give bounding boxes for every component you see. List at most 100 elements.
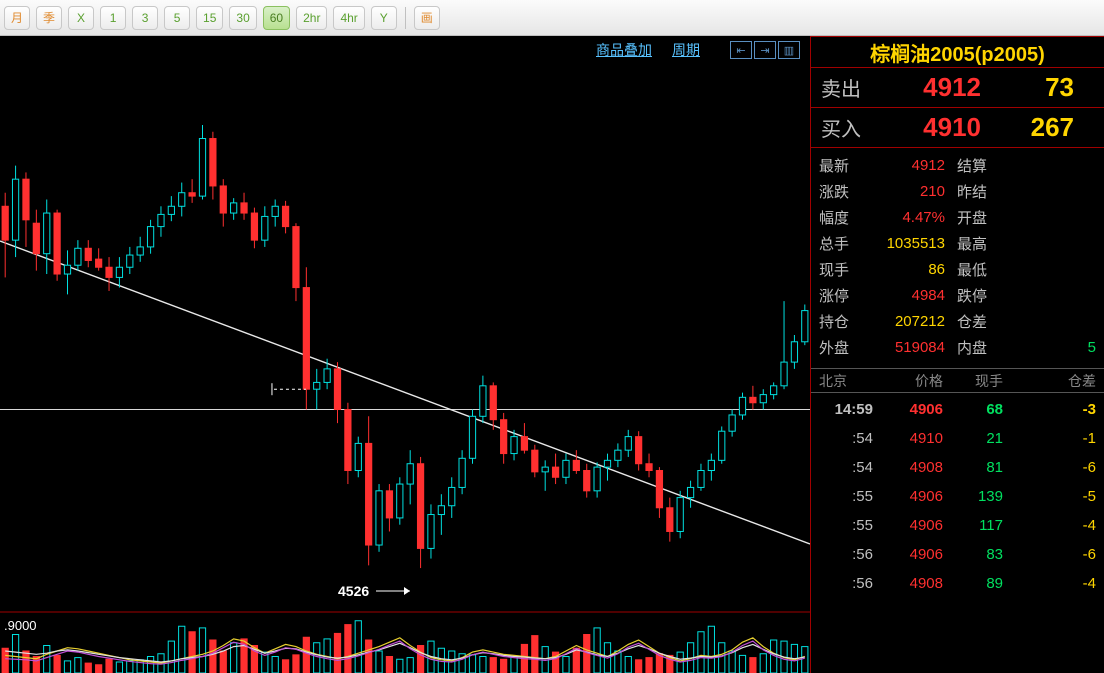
tick-vol: 83: [943, 546, 1003, 563]
sell-label: 卖出: [821, 73, 881, 102]
stat-value: 4912: [865, 157, 957, 174]
stat-label: 结算: [957, 155, 1003, 176]
hdr-diff: 仓差: [1003, 371, 1096, 391]
tick-time: :56: [819, 546, 873, 563]
tick-row: :56490889-4: [819, 569, 1096, 598]
stat-label: 幅度: [819, 207, 865, 228]
hdr-price: 价格: [873, 371, 943, 391]
tick-diff: -4: [1003, 517, 1096, 534]
timeframe-button[interactable]: Y: [371, 6, 397, 30]
tick-diff: -6: [1003, 459, 1096, 476]
stat-label: 内盘: [957, 337, 1003, 358]
tick-row: :554906117-4: [819, 511, 1096, 540]
tick-vol: 117: [943, 517, 1003, 534]
stat-row: 涨跌210昨结: [819, 178, 1096, 204]
stat-label: 持仓: [819, 311, 865, 332]
tick-time: 14:59: [819, 401, 873, 418]
tick-row: 14:59490668-3: [819, 395, 1096, 424]
buy-row: 买入 4910 267: [811, 108, 1104, 148]
timeframe-button[interactable]: 3: [132, 6, 158, 30]
timeframe-button[interactable]: 画: [414, 6, 440, 30]
tick-price: 4908: [873, 459, 943, 476]
stat-row: 涨停4984跌停: [819, 282, 1096, 308]
timeframe-button[interactable]: 60: [263, 6, 290, 30]
tick-price: 4906: [873, 517, 943, 534]
stat-value: 210: [865, 183, 957, 200]
tick-row: :554906139-5: [819, 482, 1096, 511]
stat-label: 涨跌: [819, 181, 865, 202]
timeframe-button[interactable]: 2hr: [296, 6, 327, 30]
hdr-time: 北京: [819, 371, 873, 391]
tick-time: :55: [819, 517, 873, 534]
hdr-vol: 现手: [943, 371, 1003, 391]
stat-value: 86: [865, 261, 957, 278]
stat-label: 涨停: [819, 285, 865, 306]
buy-price: 4910: [881, 112, 981, 143]
stat-label: 总手: [819, 233, 865, 254]
tick-diff: -1: [1003, 430, 1096, 447]
tick-diff: -5: [1003, 488, 1096, 505]
tick-vol: 139: [943, 488, 1003, 505]
tick-time: :56: [819, 575, 873, 592]
tick-time: :54: [819, 430, 873, 447]
stat-row: 总手1035513最高: [819, 230, 1096, 256]
buy-volume: 267: [981, 112, 1094, 143]
svg-text:4526: 4526: [338, 583, 369, 599]
tick-diff: -4: [1003, 575, 1096, 592]
tick-price: 4908: [873, 575, 943, 592]
ticks-list: 14:59490668-3:54491021-1:54490881-6:5549…: [811, 393, 1104, 600]
tick-price: 4906: [873, 488, 943, 505]
stat-value: 5: [1003, 339, 1096, 356]
stat-row: 幅度4.47%开盘: [819, 204, 1096, 230]
stat-row: 外盘519084内盘5: [819, 334, 1096, 360]
tick-row: :54491021-1: [819, 424, 1096, 453]
timeframe-button[interactable]: 5: [164, 6, 190, 30]
stat-label: 现手: [819, 259, 865, 280]
stat-value: 4984: [865, 287, 957, 304]
stat-label: 外盘: [819, 337, 865, 358]
tick-diff: -6: [1003, 546, 1096, 563]
stats-block: 最新4912结算涨跌210昨结幅度4.47%开盘总手1035513最高现手86最…: [811, 148, 1104, 369]
price-chart[interactable]: 4526 .9000: [0, 36, 810, 673]
stat-label: 开盘: [957, 207, 1003, 228]
stat-label: 昨结: [957, 181, 1003, 202]
tick-price: 4906: [873, 546, 943, 563]
buy-label: 买入: [821, 113, 881, 142]
tick-row: :56490683-6: [819, 540, 1096, 569]
tick-time: :55: [819, 488, 873, 505]
sell-price: 4912: [881, 72, 981, 103]
stat-label: 最高: [957, 233, 1003, 254]
stat-value: 207212: [865, 313, 957, 330]
tick-time: :54: [819, 459, 873, 476]
stat-value: 4.47%: [865, 209, 957, 226]
timeframe-button[interactable]: 季: [36, 6, 62, 30]
timeframe-button[interactable]: 1: [100, 6, 126, 30]
tick-row: :54490881-6: [819, 453, 1096, 482]
ticks-header: 北京 价格 现手 仓差: [811, 369, 1104, 393]
toolbar-separator: [405, 7, 406, 29]
svg-text:.9000: .9000: [4, 618, 37, 633]
stat-row: 现手86最低: [819, 256, 1096, 282]
sell-row: 卖出 4912 73: [811, 68, 1104, 108]
toolbar: 月季X1351530 602hr4hr Y画: [0, 0, 1104, 36]
tick-vol: 68: [943, 401, 1003, 418]
quote-panel: 棕榈油2005(p2005) 卖出 4912 73 买入 4910 267 最新…: [810, 36, 1104, 673]
tick-vol: 89: [943, 575, 1003, 592]
timeframe-button[interactable]: X: [68, 6, 94, 30]
timeframe-button[interactable]: 月: [4, 6, 30, 30]
stat-label: 最新: [819, 155, 865, 176]
timeframe-button[interactable]: 30: [229, 6, 256, 30]
tick-vol: 21: [943, 430, 1003, 447]
tick-diff: -3: [1003, 401, 1096, 418]
tick-price: 4910: [873, 430, 943, 447]
instrument-title: 棕榈油2005(p2005): [811, 36, 1104, 68]
timeframe-button[interactable]: 15: [196, 6, 223, 30]
tick-vol: 81: [943, 459, 1003, 476]
timeframe-button[interactable]: 4hr: [333, 6, 364, 30]
stat-value: 519084: [865, 339, 957, 356]
sell-volume: 73: [981, 72, 1094, 103]
stat-label: 跌停: [957, 285, 1003, 306]
stat-label: 最低: [957, 259, 1003, 280]
stat-label: 仓差: [957, 311, 1003, 332]
stat-row: 最新4912结算: [819, 152, 1096, 178]
